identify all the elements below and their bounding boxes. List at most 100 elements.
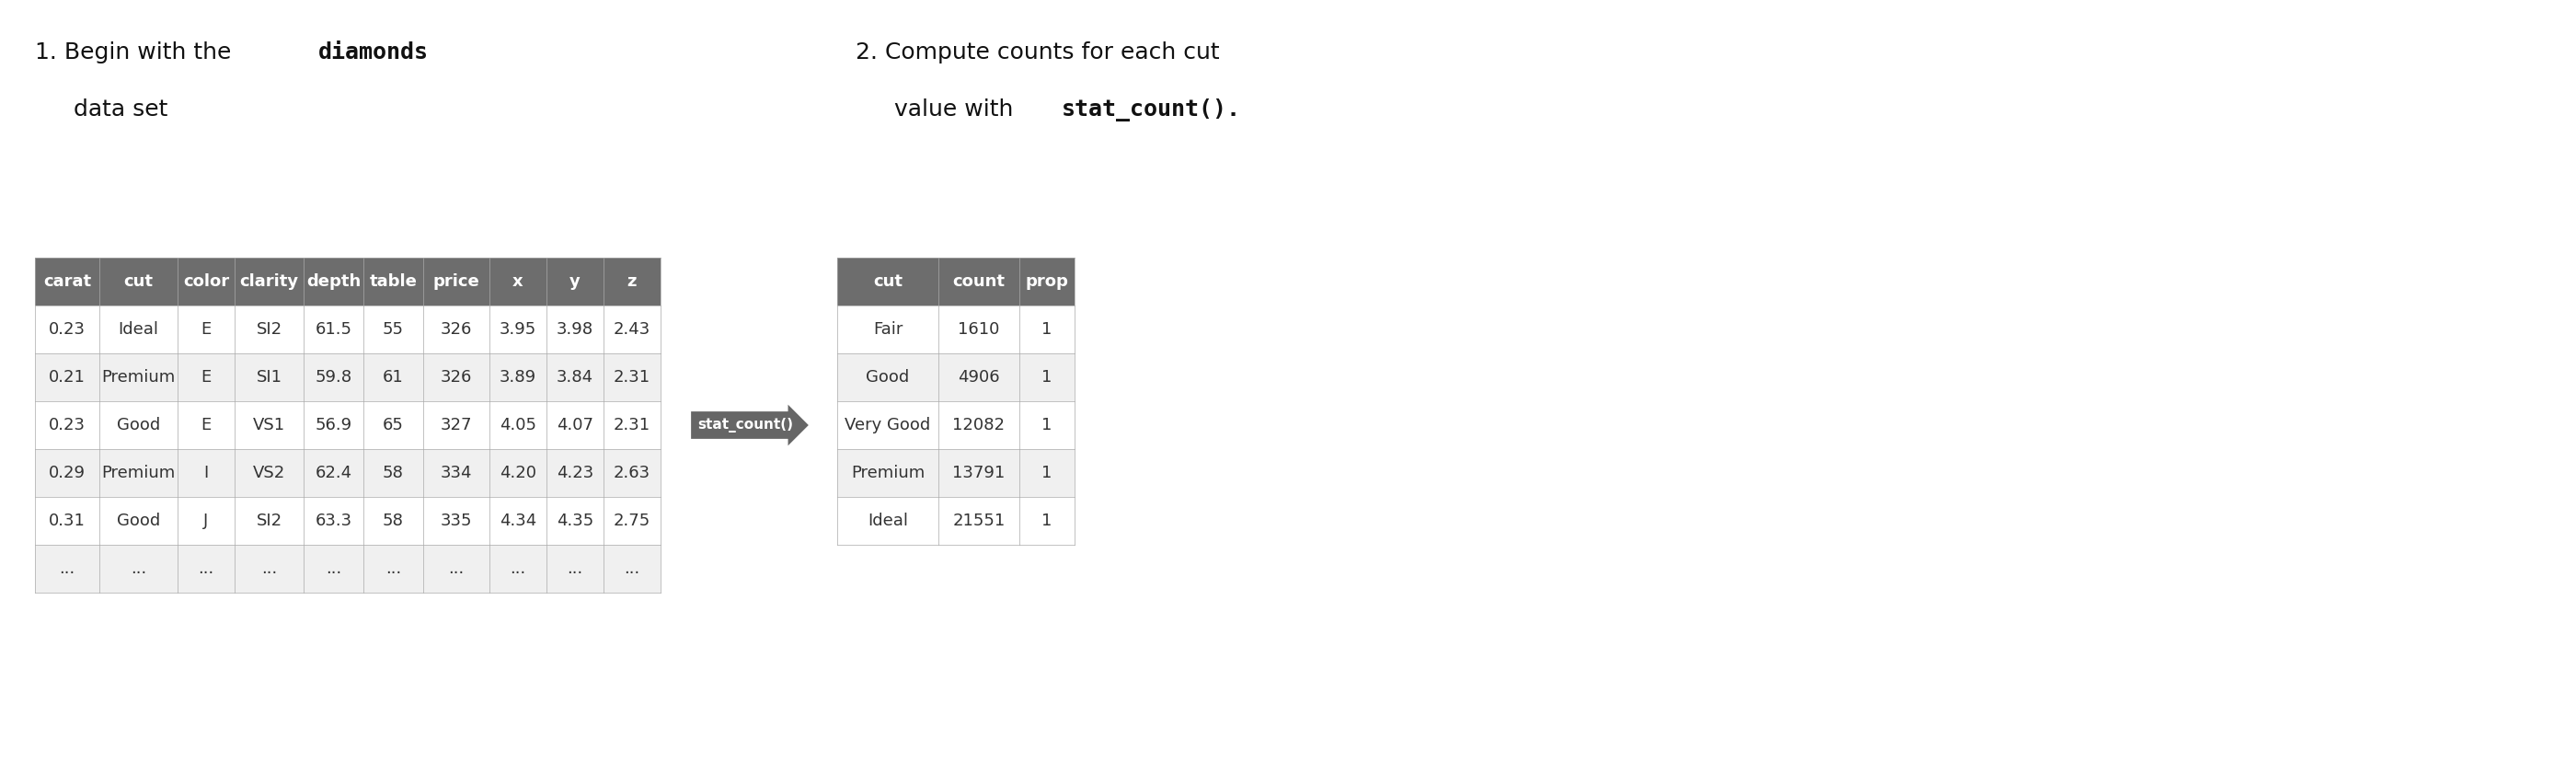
Bar [603,401,659,449]
Bar [489,497,546,545]
Text: ...: ... [59,560,75,577]
Text: 59.8: 59.8 [314,369,353,386]
Text: 4.34: 4.34 [500,512,536,530]
Bar [234,497,304,545]
Bar [837,449,938,497]
Text: z: z [626,274,636,290]
Bar [363,545,422,593]
Bar [178,449,234,497]
Bar [178,353,234,401]
Text: 4.07: 4.07 [556,417,592,434]
Bar [100,497,178,545]
Text: count: count [953,274,1005,290]
Bar [837,401,938,449]
Text: stat_count().: stat_count(). [1061,98,1242,121]
Text: E: E [201,417,211,434]
Bar [546,353,603,401]
Bar [938,257,1020,305]
Text: 0.23: 0.23 [49,321,85,338]
Text: ...: ... [567,560,582,577]
Text: table: table [368,274,417,290]
Text: Premium: Premium [100,369,175,386]
Bar [363,401,422,449]
Text: 12082: 12082 [953,417,1005,434]
Bar [1020,449,1074,497]
Bar [422,449,489,497]
Text: ...: ... [131,560,147,577]
Bar [100,449,178,497]
Bar [489,353,546,401]
Text: 4.35: 4.35 [556,512,592,530]
Text: 1610: 1610 [958,321,999,338]
Text: Fair: Fair [873,321,902,338]
Text: clarity: clarity [240,274,299,290]
Bar [546,305,603,353]
Text: 334: 334 [440,465,471,482]
Text: cut: cut [873,274,902,290]
Text: 335: 335 [440,512,471,530]
Text: Good: Good [116,417,160,434]
Bar [546,545,603,593]
Bar [100,401,178,449]
Bar [178,401,234,449]
Bar [36,257,100,305]
Text: 63.3: 63.3 [314,512,353,530]
Text: ...: ... [448,560,464,577]
Bar [36,545,100,593]
Bar [178,497,234,545]
Text: diamonds: diamonds [319,42,428,63]
Bar [36,305,100,353]
Bar [304,305,363,353]
Bar [100,257,178,305]
Text: color: color [183,274,229,290]
Text: Very Good: Very Good [845,417,930,434]
Text: Ideal: Ideal [868,512,907,530]
Text: Premium: Premium [850,465,925,482]
Text: 2.75: 2.75 [613,512,652,530]
Bar [603,353,659,401]
Text: VS2: VS2 [252,465,286,482]
Text: 2.43: 2.43 [613,321,652,338]
Text: 1: 1 [1041,369,1051,386]
Bar [36,497,100,545]
Bar [234,545,304,593]
Text: 0.29: 0.29 [49,465,85,482]
Bar [422,545,489,593]
Text: cut: cut [124,274,152,290]
Bar [178,545,234,593]
Text: 13791: 13791 [953,465,1005,482]
Text: Ideal: Ideal [118,321,160,338]
Bar [938,353,1020,401]
Text: 1: 1 [1041,321,1051,338]
Text: 58: 58 [384,512,404,530]
Bar [1020,257,1074,305]
Text: J: J [204,512,209,530]
Text: SI2: SI2 [255,512,281,530]
Bar [1020,353,1074,401]
Bar [489,401,546,449]
Text: 0.31: 0.31 [49,512,85,530]
Bar [1020,305,1074,353]
Text: SI1: SI1 [255,369,281,386]
Text: Good: Good [866,369,909,386]
Bar [363,497,422,545]
Text: 4.05: 4.05 [500,417,536,434]
Bar [603,257,659,305]
Text: 3.89: 3.89 [500,369,536,386]
Bar [422,353,489,401]
Bar [363,449,422,497]
Text: price: price [433,274,479,290]
Text: 58: 58 [384,465,404,482]
Bar [837,353,938,401]
Text: 21551: 21551 [953,512,1005,530]
Bar [234,353,304,401]
Text: x: x [513,274,523,290]
Bar [489,449,546,497]
Bar [304,545,363,593]
Bar [489,305,546,353]
Bar [178,257,234,305]
Text: E: E [201,321,211,338]
Text: 1: 1 [1041,417,1051,434]
Bar [304,257,363,305]
Bar [234,401,304,449]
